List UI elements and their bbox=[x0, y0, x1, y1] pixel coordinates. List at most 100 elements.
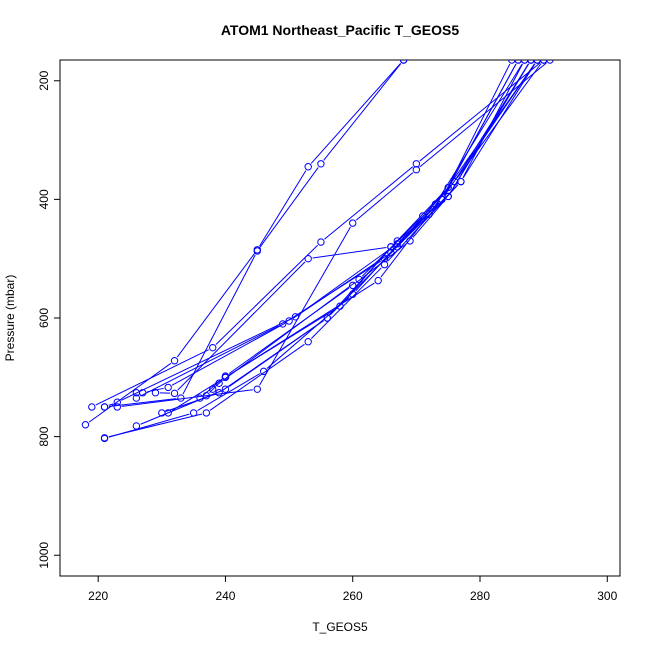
data-point bbox=[323, 314, 331, 322]
data-point bbox=[202, 391, 211, 400]
data-point bbox=[253, 385, 261, 393]
data-point bbox=[546, 60, 554, 64]
data-point bbox=[412, 160, 421, 168]
data-point bbox=[100, 403, 109, 411]
series-segment bbox=[171, 379, 222, 411]
data-point bbox=[349, 281, 357, 290]
series-segment bbox=[380, 217, 427, 278]
x-tick-label: 240 bbox=[215, 589, 235, 603]
data-point bbox=[164, 383, 172, 392]
series-segment bbox=[298, 246, 394, 315]
x-tick-label: 220 bbox=[88, 589, 108, 603]
series-segment bbox=[147, 387, 164, 393]
data-point bbox=[291, 313, 300, 321]
data-point bbox=[393, 240, 401, 248]
series-segment bbox=[324, 166, 414, 240]
series-segment bbox=[259, 226, 351, 386]
x-tick-label: 300 bbox=[597, 589, 617, 603]
x-axis-title: T_GEOS5 bbox=[312, 620, 368, 634]
data-point bbox=[221, 373, 230, 382]
series-segment bbox=[171, 322, 286, 386]
series-15 bbox=[139, 60, 535, 397]
series-layer bbox=[81, 60, 554, 443]
data-point bbox=[113, 398, 121, 406]
series-segment bbox=[443, 63, 536, 196]
data-point bbox=[425, 210, 433, 218]
series-segment bbox=[177, 261, 306, 391]
data-point bbox=[132, 422, 141, 430]
series-segment bbox=[108, 413, 203, 438]
data-point bbox=[374, 276, 382, 285]
data-point bbox=[520, 60, 529, 64]
series-segment bbox=[310, 63, 402, 164]
series-13 bbox=[151, 60, 529, 398]
series-segment bbox=[215, 380, 223, 387]
data-point bbox=[387, 249, 395, 257]
data-point bbox=[317, 238, 325, 246]
data-point bbox=[196, 394, 204, 402]
data-point bbox=[259, 367, 268, 376]
data-point bbox=[209, 385, 217, 393]
data-point bbox=[215, 389, 223, 397]
data-point bbox=[399, 60, 408, 64]
series-segment bbox=[222, 320, 324, 391]
y-tick-label: 400 bbox=[37, 189, 51, 209]
series-segment bbox=[176, 253, 255, 358]
series-segment bbox=[259, 167, 319, 248]
series-segment bbox=[355, 172, 414, 221]
data-point bbox=[527, 60, 535, 64]
y-tick-label: 200 bbox=[37, 70, 51, 90]
data-point bbox=[304, 254, 312, 263]
series-9 bbox=[164, 60, 541, 417]
series-segment bbox=[443, 63, 511, 196]
data-point bbox=[304, 163, 312, 171]
series-segment bbox=[228, 282, 375, 376]
data-point bbox=[508, 60, 516, 64]
data-point bbox=[431, 200, 440, 208]
data-point bbox=[151, 389, 160, 397]
y-axis-title: Pressure (mbar) bbox=[3, 275, 17, 362]
x-tick-label: 280 bbox=[470, 589, 490, 603]
series-segment bbox=[197, 373, 261, 412]
series-segment bbox=[342, 249, 389, 304]
data-point bbox=[164, 409, 172, 417]
data-point bbox=[514, 60, 522, 64]
data-point bbox=[317, 160, 325, 168]
series-segment bbox=[462, 63, 523, 178]
series-segment bbox=[443, 63, 517, 196]
series-segment bbox=[462, 63, 536, 179]
data-point bbox=[355, 275, 363, 284]
data-point bbox=[539, 60, 548, 64]
series-segment bbox=[121, 389, 253, 407]
series-16 bbox=[100, 60, 541, 411]
chart-title: ATOM1 Northeast_Pacific T_GEOS5 bbox=[221, 22, 460, 38]
series-7 bbox=[132, 60, 522, 430]
series-5 bbox=[100, 60, 535, 443]
series-segment bbox=[215, 244, 319, 345]
series-segment bbox=[259, 170, 307, 247]
series-segment bbox=[419, 62, 547, 168]
series-segment bbox=[419, 62, 541, 162]
data-point bbox=[444, 192, 452, 201]
data-point bbox=[209, 343, 217, 352]
data-point bbox=[132, 394, 141, 402]
series-segment bbox=[393, 199, 446, 250]
plot-frame bbox=[59, 59, 621, 577]
series-segment bbox=[165, 393, 216, 412]
series-segment bbox=[400, 190, 446, 238]
data-point bbox=[253, 247, 261, 255]
x-tick-label: 260 bbox=[343, 589, 363, 603]
data-point bbox=[533, 60, 541, 64]
series-segment bbox=[88, 362, 172, 423]
series-segment bbox=[121, 318, 292, 401]
series-segment bbox=[108, 403, 114, 406]
series-segment bbox=[393, 206, 433, 245]
data-point bbox=[349, 219, 357, 227]
series-6 bbox=[100, 60, 529, 442]
series-segment bbox=[355, 243, 407, 284]
x-axis: 220 240 260 280 300 bbox=[88, 575, 618, 603]
y-tick-label: 600 bbox=[37, 308, 51, 328]
data-point bbox=[304, 338, 312, 346]
series-2 bbox=[100, 60, 408, 411]
